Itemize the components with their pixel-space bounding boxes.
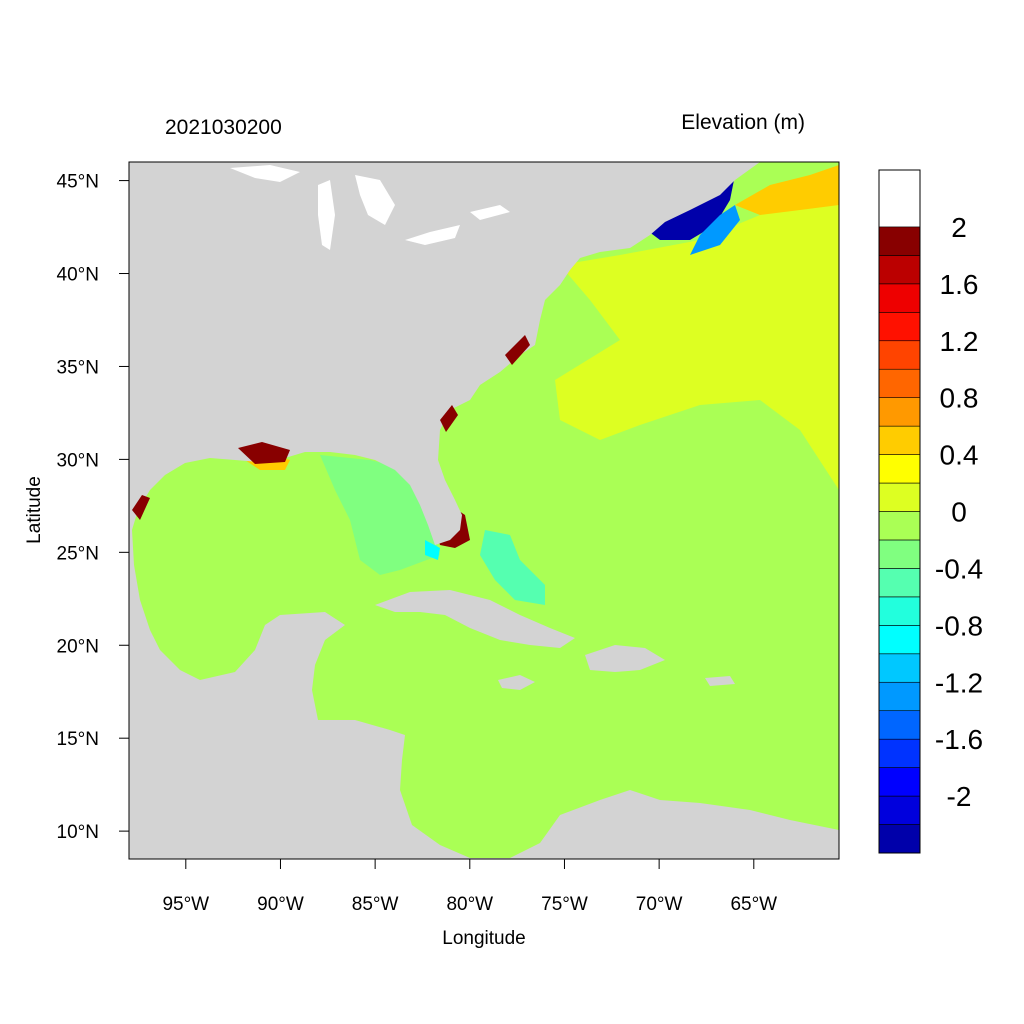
y-tick-label: 10°N [57,822,99,843]
colorbar-swatch [878,340,921,370]
colorbar: 2 1.6 1.2 0.8 0.4 0 -0.4 -0.8 -1.2 -1.6 -2 [878,169,983,854]
elevation-zone-florida-bay [425,540,440,560]
y-tick-label: 30°N [57,450,99,471]
land-north-america [129,162,839,859]
colorbar-swatch [878,824,921,854]
colorbar-tick-label: -2 [947,781,972,812]
colorbar-tick-label: -0.8 [935,610,983,641]
map-panel [129,162,839,859]
colorbar-swatch [878,454,921,484]
land-jamaica [498,675,535,690]
colorbar-swatch [878,653,921,683]
x-tick-label: 85°W [352,894,399,915]
colorbar-tick-label: 2 [951,212,967,243]
colorbar-tick-label: 0 [951,497,967,528]
land-hispaniola [585,645,665,672]
elevation-zone-nova-scotia [735,165,839,215]
colorbar-tick-label: -1.2 [935,667,983,698]
y-axis: 45°N 40°N 35°N 30°N 25°N 20°N 15°N 10°N [57,172,129,843]
colorbar-swatch [878,425,921,455]
y-tick-label: 20°N [57,636,99,657]
colorbar-swatch [878,368,921,398]
y-axis-label: Latitude [24,476,45,544]
great-lakes [230,165,510,250]
y-tick-label: 45°N [57,172,99,193]
colorbar-swatch [878,596,921,626]
colorbar-swatch [878,767,921,797]
colorbar-swatch [878,283,921,313]
colorbar-tick-label: 1.2 [940,326,979,357]
land-cuba [375,590,575,648]
colorbar-swatch [878,397,921,427]
y-tick-label: 15°N [57,729,99,750]
lake-ontario [470,205,510,220]
colorbar-tick-label: 0.4 [940,440,979,471]
x-tick-label: 65°W [730,894,777,915]
colorbar-swatch [878,625,921,655]
run-timestamp: 2021030200 [165,116,282,139]
colorbar-swatch [878,738,921,768]
map-frame [128,161,840,860]
lake-huron [355,175,395,225]
x-tick-label: 80°W [446,894,493,915]
colorbar-swatch [878,226,921,256]
colorbar-frame [878,169,921,854]
colorbar-tick-label: 0.8 [940,383,979,414]
lake-superior [230,165,300,182]
highlight-texas-coast [132,495,150,520]
colorbar-tick-label: -1.6 [935,724,983,755]
elevation-zone-bahamas [480,530,545,605]
colorbar-swatch [878,511,921,541]
x-tick-label: 95°W [162,894,209,915]
lake-erie [405,225,460,245]
highlight-georgia-coast [440,405,458,432]
colorbar-tick-label: -0.4 [935,553,983,584]
colorbar-tick-label: 1.6 [940,269,979,300]
colorbar-swatch [878,539,921,569]
colorbar-swatch [878,482,921,512]
highlight-carolina-coast [505,335,530,365]
y-tick-label: 25°N [57,543,99,564]
y-tick-label: 40°N [57,265,99,286]
x-tick-label: 75°W [541,894,588,915]
colorbar-swatch [878,681,921,712]
land-puerto-rico [705,676,735,686]
highlight-louisiana-coast [238,442,290,464]
x-axis: 95°W 90°W 85°W 80°W 75°W 70°W 65°W [162,859,777,915]
colorbar-swatch [878,568,921,598]
x-tick-label: 90°W [257,894,304,915]
colorbar-swatch [878,255,921,285]
coastal-highlights [132,335,530,520]
colorbar-swatch [878,710,921,740]
colorbar-swatch [878,311,921,342]
variable-title: Elevation (m) [681,111,805,134]
lake-michigan [318,180,335,250]
land-masses [129,162,839,859]
y-tick-label: 35°N [57,357,99,378]
colorbar-swatch [878,795,921,825]
elevation-zone-gulf-of-maine-edge [690,205,740,255]
x-tick-label: 70°W [636,894,683,915]
x-axis-label: Longitude [442,928,525,949]
elevation-zone-positive [555,200,839,490]
